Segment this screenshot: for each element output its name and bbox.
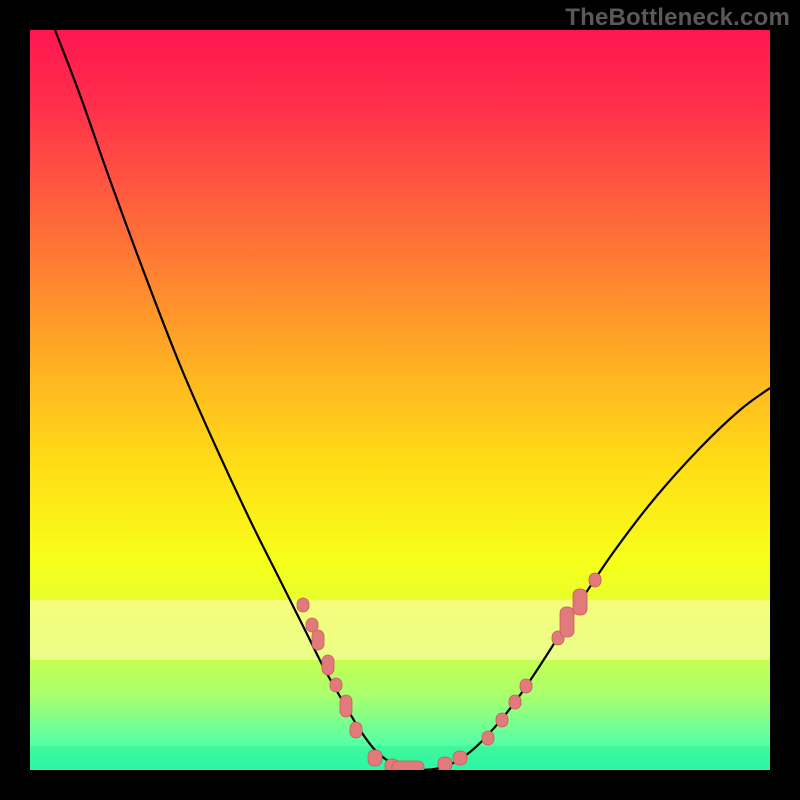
curve-marker xyxy=(350,722,362,738)
curve-marker xyxy=(438,757,452,771)
curve-marker xyxy=(482,731,494,745)
curve-marker xyxy=(340,695,352,717)
bottleneck-chart xyxy=(0,0,800,800)
curve-marker xyxy=(368,750,382,766)
curve-marker xyxy=(297,598,309,612)
curve-marker xyxy=(322,655,334,675)
highlight-band-yellow xyxy=(30,600,770,660)
curve-marker xyxy=(330,678,342,692)
curve-marker xyxy=(509,695,521,709)
watermark-text: TheBottleneck.com xyxy=(565,4,790,32)
curve-marker xyxy=(453,751,467,765)
curve-marker xyxy=(520,679,532,693)
curve-marker xyxy=(392,761,424,775)
curve-marker xyxy=(589,573,601,587)
curve-marker xyxy=(496,713,508,727)
curve-marker xyxy=(312,630,324,650)
curve-marker xyxy=(560,607,574,637)
curve-marker xyxy=(573,589,587,615)
